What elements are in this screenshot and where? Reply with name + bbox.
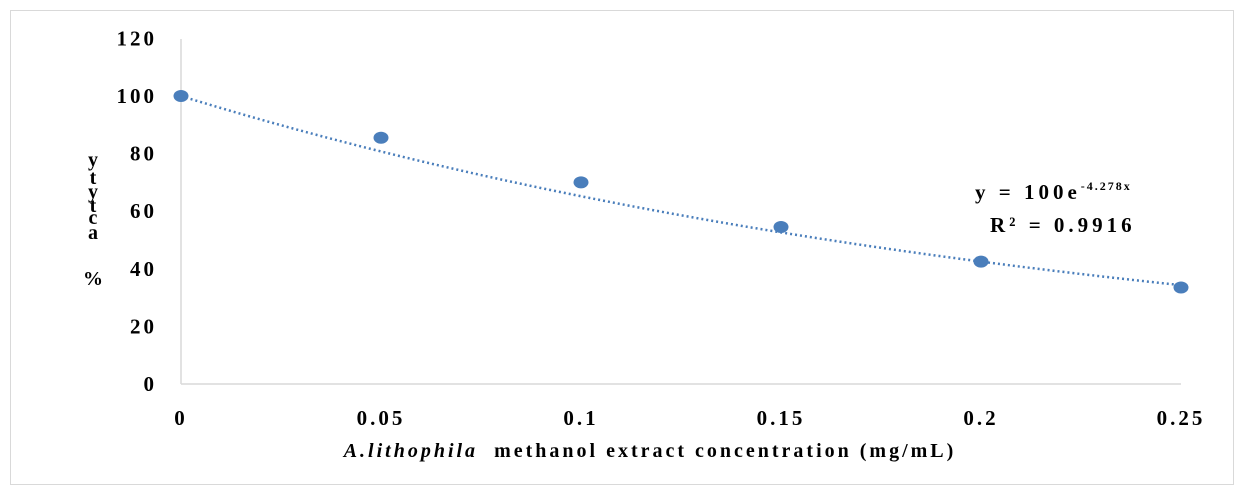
data-point — [373, 131, 389, 144]
x-tick-label: 0.15 — [757, 406, 806, 430]
x-tick-labels: 0 0.05 0.1 0.15 0.2 0.25 — [174, 406, 1206, 430]
x-axis-title: A.lithophila methanol extract concentrat… — [342, 440, 957, 462]
data-point — [973, 255, 989, 268]
x-tick-label: 0.05 — [357, 406, 406, 430]
data-point — [173, 90, 189, 102]
trendline — [180, 94, 1182, 287]
y-axis-title-char: t — [90, 167, 97, 189]
x-tick-label: 0.1 — [563, 406, 598, 430]
y-axis-title-char: c — [89, 207, 98, 229]
y-tick-labels: 0 20 40 60 80 100 120 — [117, 26, 158, 396]
trendline-equation: y = 100e-4.278x — [975, 179, 1132, 204]
y-axis-title-char: y — [88, 181, 98, 203]
data-point — [573, 176, 589, 189]
y-tick-label: 20 — [130, 314, 157, 338]
data-point — [1173, 281, 1189, 294]
x-tick-label: 0.2 — [963, 406, 998, 430]
chart-border — [10, 10, 1234, 485]
y-axis-title-char: y — [88, 149, 98, 171]
data-point — [773, 221, 789, 234]
y-tick-label: 0 — [144, 372, 158, 396]
y-axis-title-char: t — [90, 195, 97, 217]
y-tick-label: 120 — [117, 26, 158, 50]
y-axis-title-char: a — [88, 222, 98, 244]
r-squared: R² = 0.9916 — [990, 213, 1136, 237]
x-tick-label: 0 — [174, 406, 188, 430]
x-axis-title-italic: A.lithophila — [342, 440, 478, 462]
x-axis-title-rest: methanol extract concentration (mg/mL) — [494, 440, 956, 462]
y-tick-label: 60 — [130, 199, 157, 223]
y-tick-label: 80 — [130, 142, 157, 166]
x-tick-label: 0.25 — [1157, 406, 1206, 430]
data-points — [173, 90, 1189, 294]
y-tick-label: 40 — [130, 257, 157, 281]
y-tick-label: 100 — [117, 84, 158, 108]
equation-main: y = 100e — [975, 180, 1081, 204]
equation-exponent: -4.278x — [1081, 179, 1132, 193]
y-axis-title-char: % — [83, 268, 103, 290]
